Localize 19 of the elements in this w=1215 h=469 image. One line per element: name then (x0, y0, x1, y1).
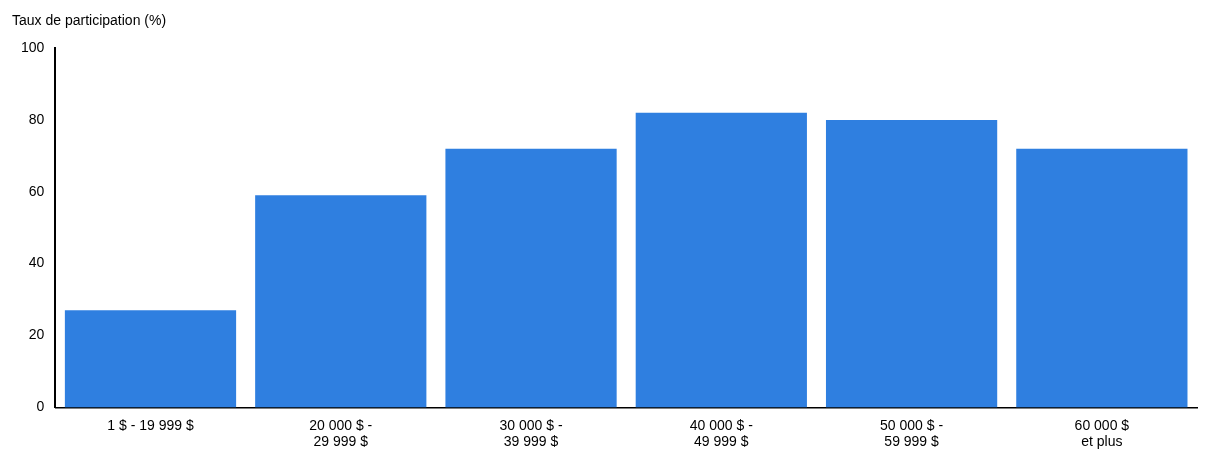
bar (445, 148, 617, 408)
bar (1016, 148, 1188, 408)
y-tick-label: 0 (36, 398, 45, 415)
x-tick-label: 60 000 $ et plus (1074, 416, 1130, 450)
bar (825, 119, 998, 408)
bar (635, 112, 807, 408)
y-axis-title: Taux de participation (%) (12, 11, 167, 28)
y-tick-label: 20 (28, 326, 45, 343)
x-tick-label: 40 000 $ - 49 999 $ (689, 416, 754, 450)
y-tick-label: 100 (21, 38, 45, 55)
y-tick-label: 40 (28, 254, 45, 271)
y-tick-label: 80 (28, 110, 45, 127)
y-tick-label: 60 (28, 182, 45, 199)
x-tick-label: 30 000 $ - 39 999 $ (499, 416, 563, 450)
x-tick-label: 20 000 $ - 29 999 $ (309, 416, 373, 450)
bar (64, 310, 237, 408)
x-tick-label: 50 000 $ - 59 999 $ (880, 416, 944, 450)
x-tick-label: 1 $ - 19 999 $ (107, 416, 194, 433)
bar (255, 195, 427, 408)
